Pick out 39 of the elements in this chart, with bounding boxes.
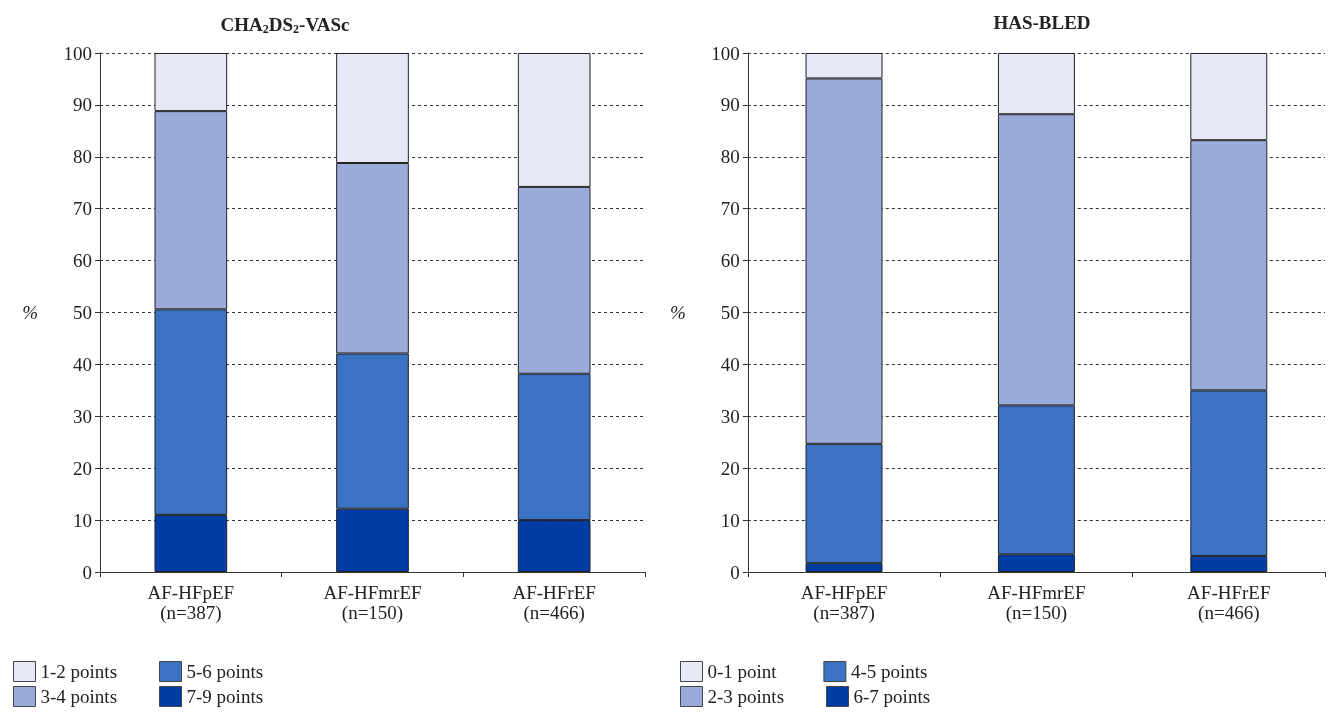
legend-label: 3-4 points [40, 686, 156, 707]
y-tick-label: 0 [730, 561, 740, 583]
y-tick-label: 100 [63, 42, 92, 64]
y-axis-title: % [22, 302, 38, 323]
x-tick-label: AF-HFrEF (n=466) [1187, 581, 1271, 624]
y-tick-label: 40 [73, 353, 92, 375]
y-tick-label: 90 [720, 94, 740, 116]
y-tick-label: 90 [73, 94, 92, 116]
y-tick-label: 70 [720, 198, 740, 220]
y-tick-label: 10 [720, 509, 740, 531]
y-tick-label: 60 [720, 250, 740, 272]
y-tick-label: 10 [73, 509, 92, 531]
y-tick-label: 20 [720, 457, 740, 479]
y-tick-label: 0 [82, 561, 92, 583]
x-tick-label: AF-HFpEF (n=387) [147, 581, 235, 624]
legend-label: 7-9 points [186, 686, 302, 707]
legend-label: 5-6 points [186, 661, 302, 682]
y-axis-title: % [670, 302, 686, 323]
y-tick-label: 50 [73, 302, 92, 323]
x-tick-label: AF-HFmrEF (n=150) [987, 581, 1086, 624]
x-tick-label: AF-HFpEF (n=387) [800, 581, 888, 624]
legend-label: 2-3 points [707, 686, 823, 707]
legend-label: 6-7 points [853, 686, 969, 707]
y-tick-label: 40 [720, 353, 740, 375]
y-tick-label: 60 [73, 250, 92, 272]
y-tick-label: 30 [73, 405, 92, 427]
x-tick-label: AF-HFmrEF (n=150) [323, 581, 422, 624]
y-tick-label: 80 [720, 146, 740, 168]
y-tick-label: 80 [73, 146, 92, 168]
y-tick-label: 100 [711, 42, 740, 64]
y-tick-label: 70 [73, 198, 92, 220]
chart-title: HAS-BLED [993, 12, 1091, 33]
legend-label: 1-2 points [40, 661, 156, 682]
y-tick-label: 50 [720, 302, 740, 323]
x-tick-label: AF-HFrEF (n=466) [512, 581, 596, 624]
legend-label: 0-1 point [707, 661, 820, 682]
y-tick-label: 30 [720, 405, 740, 427]
y-tick-label: 20 [73, 457, 92, 479]
legend-label: 4-5 points [850, 661, 966, 682]
